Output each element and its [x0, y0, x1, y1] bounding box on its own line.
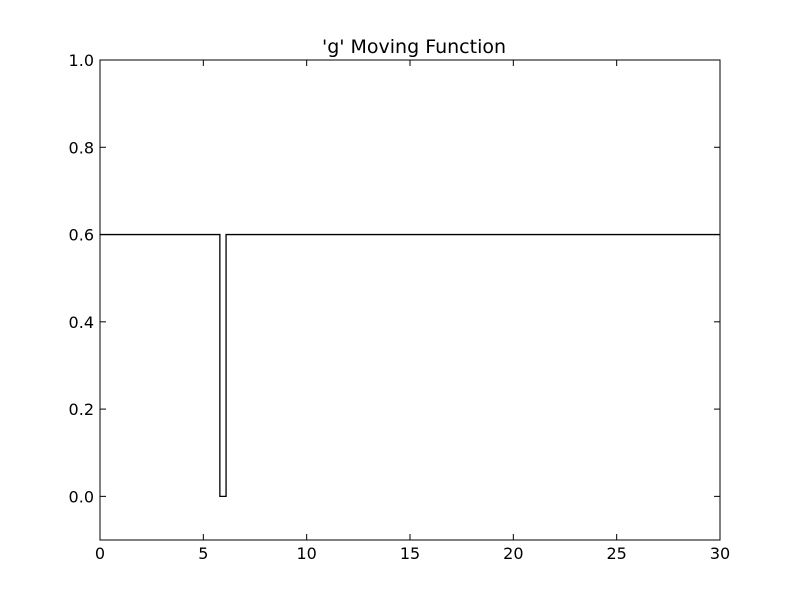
- x-tick-label: 20: [503, 544, 523, 563]
- x-tick-label: 15: [400, 544, 420, 563]
- x-tick-label: 25: [606, 544, 626, 563]
- x-tick-label: 0: [95, 544, 105, 563]
- x-tick-label: 30: [710, 544, 730, 563]
- chart-title: 'g' Moving Function: [322, 36, 506, 58]
- y-tick-label: 0.6: [69, 226, 94, 245]
- y-tick-label: 0.2: [69, 400, 94, 419]
- y-tick-label: 0.8: [69, 138, 94, 157]
- plot-frame: [99, 59, 721, 541]
- x-tick-label: 5: [198, 544, 208, 563]
- y-tick-label: 0.0: [69, 487, 94, 506]
- series-line: [100, 233, 720, 498]
- y-tick-label: 1.0: [69, 51, 94, 70]
- series-layer: [100, 233, 720, 498]
- y-tick-label: 0.4: [69, 313, 94, 332]
- x-tick-label: 10: [296, 544, 316, 563]
- axis-ticks: 0 5 10 15 20 25 30 0.0 0.2 0.4 0.6 0.8 1.0: [69, 51, 731, 563]
